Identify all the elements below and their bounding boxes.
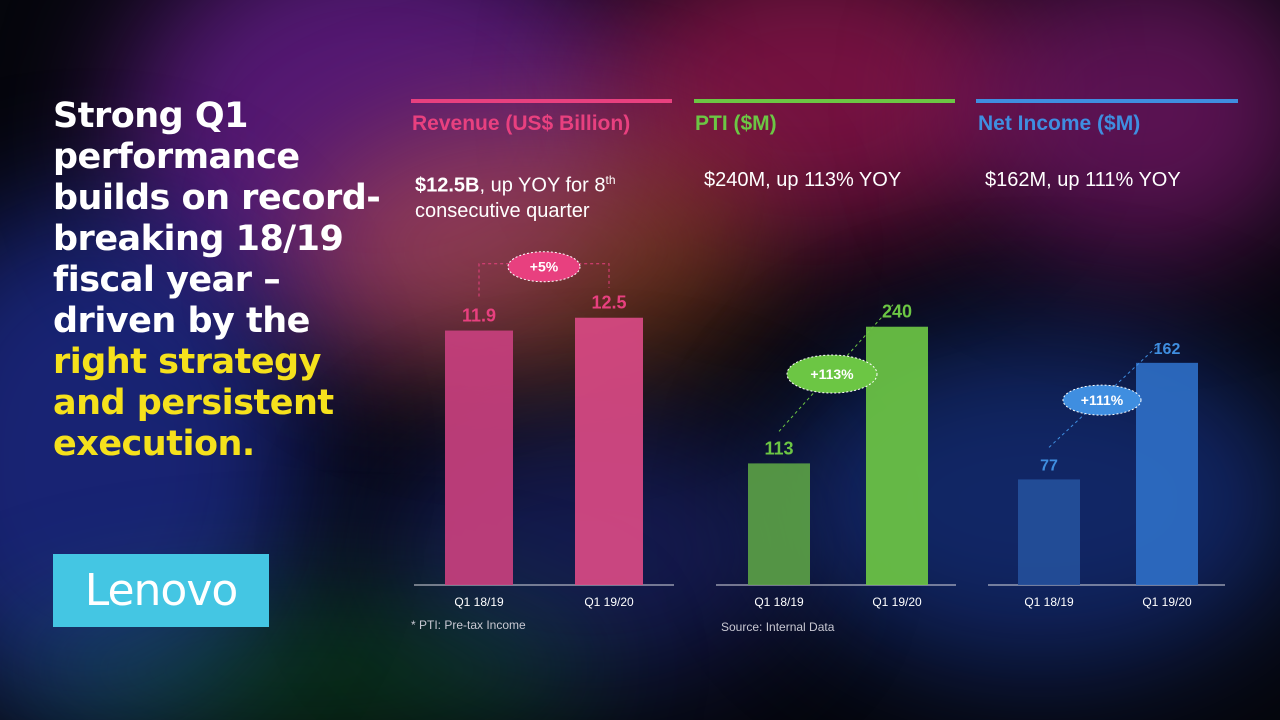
pti-category-label-1: Q1 19/20 [872, 595, 922, 609]
revenue-sub-sup: th [605, 173, 616, 187]
revenue-value-label-0: 11.9 [462, 306, 496, 326]
netincome-value-label-1: 162 [1154, 341, 1181, 358]
netincome-panel-subtitle: $162M, up 111% YOY [985, 169, 1181, 191]
netincome-panel-title: Net Income ($M) [978, 112, 1141, 135]
revenue-growth-label: +5% [530, 259, 559, 275]
revenue-sub-rest: , up YOY for 8 [479, 174, 606, 197]
headline: Strong Q1 performance builds on record-b… [53, 96, 398, 465]
revenue-sub-bold: $12.5B [415, 174, 480, 197]
netincome-bar-1 [1136, 362, 1198, 585]
netincome-bar-0 [1018, 479, 1080, 585]
revenue-panel-title: Revenue (US$ Billion) [412, 112, 631, 135]
pti-growth-pill [786, 354, 878, 394]
revenue-chart: 11.9 Q1 18/19 12.5 Q1 19/20 +5% [414, 251, 674, 609]
netincome-chart: 77 Q1 18/19 162 Q1 19/20 +111% [988, 340, 1225, 609]
revenue-panel-subtitle: $12.5B, up YOY for 8th consecutive quart… [415, 168, 685, 224]
pti-bar-0 [748, 463, 810, 585]
pti-panel-title: PTI ($M) [695, 112, 777, 135]
pti-panel-subtitle: $240M, up 113% YOY [704, 169, 902, 191]
netincome-growth-pill [1062, 384, 1142, 416]
netincome-growth-label: +111% [1081, 392, 1124, 408]
revenue-growth-pill [507, 251, 581, 283]
revenue-value-label-1: 12.5 [591, 293, 626, 313]
revenue-category-label-1: Q1 19/20 [584, 595, 634, 609]
revenue-bar-1 [575, 317, 643, 585]
netincome-category-label-1: Q1 19/20 [1142, 595, 1192, 609]
pti-category-label-0: Q1 18/19 [754, 595, 804, 609]
pti-bar-1 [866, 326, 928, 585]
revenue-bar-0 [445, 330, 513, 585]
netincome-value-label-0: 77 [1040, 457, 1058, 474]
pti-growth-label: +113% [810, 366, 854, 382]
netincome-panel-bar [976, 99, 1238, 103]
revenue-category-label-0: Q1 18/19 [454, 595, 504, 609]
pti-value-label-0: 113 [764, 438, 793, 458]
revenue-sub-tail: consecutive quarter [415, 199, 590, 222]
revenue-panel-bar [411, 99, 672, 103]
netincome-category-label-0: Q1 18/19 [1024, 595, 1074, 609]
headline-highlight: right strategy and persistent execution. [53, 342, 334, 464]
source-footnote: Source: Internal Data [721, 620, 835, 634]
logo-text: Lenovo [84, 565, 239, 616]
lenovo-logo: Lenovo [53, 554, 269, 627]
pti-value-label-1: 240 [882, 302, 912, 322]
pti-chart: 113 Q1 18/19 240 Q1 19/20 +113% [716, 302, 956, 609]
headline-white: Strong Q1 performance builds on record-b… [53, 96, 381, 341]
pti-panel-bar [694, 99, 955, 103]
pti-footnote: * PTI: Pre-tax Income [411, 618, 526, 632]
